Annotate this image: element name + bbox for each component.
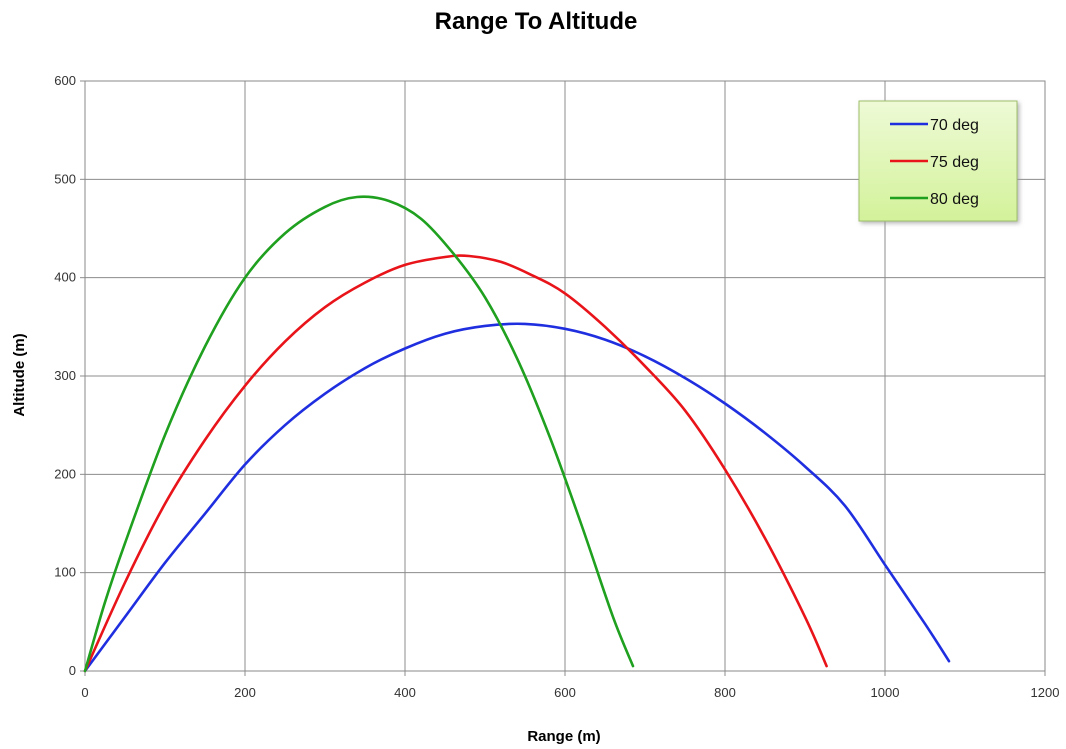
y-axis-label: Altitude (m) [11,333,28,416]
series-line-80-deg [83,195,635,673]
chart-title: Range To Altitude [435,8,638,35]
y-tick-label: 100 [54,565,76,580]
y-tick-label: 400 [54,270,76,285]
x-tick-label: 1000 [871,685,900,700]
legend-label-80-deg: 80 deg [930,191,979,208]
x-tick-label: 400 [394,685,416,700]
y-tick-label: 300 [54,368,76,383]
x-axis-label: Range (m) [527,728,600,745]
legend-label-75-deg: 75 deg [930,154,979,171]
x-axis-ticks: 0 200 400 600 800 1000 1200 [81,671,1059,700]
y-axis-ticks: 0 100 200 300 400 500 600 [54,73,85,678]
y-tick-label: 0 [69,663,76,678]
x-tick-label: 800 [714,685,736,700]
y-tick-label: 200 [54,466,76,481]
x-tick-label: 200 [234,685,256,700]
legend-items: 70 deg 75 deg 80 deg [890,117,979,208]
y-tick-label: 500 [54,171,76,186]
x-tick-label: 0 [81,685,88,700]
x-tick-label: 1200 [1031,685,1060,700]
series-line-75-deg [83,254,828,673]
x-tick-label: 600 [554,685,576,700]
y-tick-label: 600 [54,73,76,88]
legend-label-70-deg: 70 deg [930,117,979,134]
legend: 70 deg 75 deg 80 deg [858,100,1018,222]
series-group [83,195,951,673]
series-line-70-deg [83,322,951,673]
legend-box [858,100,1018,222]
